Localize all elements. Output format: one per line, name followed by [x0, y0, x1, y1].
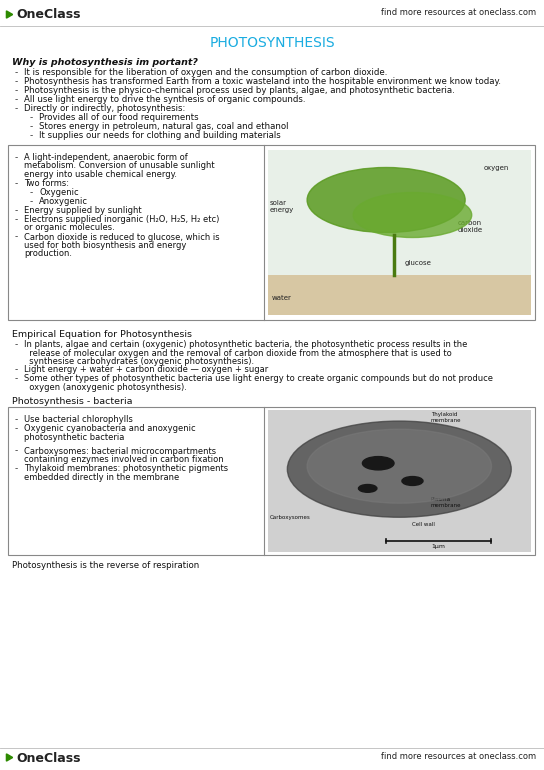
Ellipse shape — [307, 168, 465, 233]
Text: Use bacterial chlorophylls: Use bacterial chlorophylls — [24, 415, 133, 424]
Text: Carboxysomes: bacterial microcompartments: Carboxysomes: bacterial microcompartment… — [24, 447, 216, 456]
Text: -: - — [30, 131, 33, 140]
Text: 1μm: 1μm — [432, 544, 446, 549]
Text: -: - — [15, 68, 18, 77]
Text: It supplies our needs for clothing and building materials: It supplies our needs for clothing and b… — [39, 131, 281, 140]
Text: -: - — [15, 233, 18, 242]
Text: find more resources at oneclass.com: find more resources at oneclass.com — [381, 752, 536, 761]
Text: -: - — [15, 153, 18, 162]
Text: Stores energy in petroleum, natural gas, coal and ethanol: Stores energy in petroleum, natural gas,… — [39, 122, 288, 131]
Text: Two forms:: Two forms: — [24, 179, 69, 188]
Text: Thylakoid
membrane: Thylakoid membrane — [431, 412, 461, 423]
Text: glucose: glucose — [405, 260, 431, 266]
Bar — [8, 145, 535, 320]
Text: production.: production. — [24, 249, 72, 259]
Text: oxygen (anoxygenic photosynthesis).: oxygen (anoxygenic photosynthesis). — [24, 383, 187, 391]
Text: -: - — [15, 95, 18, 104]
Text: embedded directly in the membrane: embedded directly in the membrane — [24, 473, 180, 481]
Text: Plasma
membrane: Plasma membrane — [431, 497, 461, 507]
Text: -: - — [15, 464, 18, 473]
Text: Directly or indirectly, photosynthesis:: Directly or indirectly, photosynthesis: — [24, 104, 186, 113]
Text: Photosynthesis - bacteria: Photosynthesis - bacteria — [12, 397, 133, 406]
Text: -: - — [15, 104, 18, 113]
Text: A light-independent, anaerobic form of: A light-independent, anaerobic form of — [24, 153, 188, 162]
Ellipse shape — [287, 421, 511, 517]
Text: In plants, algae and certain (oxygenic) photosynthetic bacteria, the photosynthe: In plants, algae and certain (oxygenic) … — [24, 340, 467, 349]
Text: Carbon dioxide is reduced to glucose, which is: Carbon dioxide is reduced to glucose, wh… — [24, 233, 220, 242]
Ellipse shape — [362, 457, 394, 470]
Ellipse shape — [307, 429, 491, 504]
Text: metabolism. Conversion of unusable sunlight: metabolism. Conversion of unusable sunli… — [24, 162, 215, 170]
Text: -: - — [15, 206, 18, 215]
Text: containing enzymes involved in carbon fixation: containing enzymes involved in carbon fi… — [24, 455, 224, 464]
Text: Photosynthesis has transformed Earth from a toxic wasteland into the hospitable : Photosynthesis has transformed Earth fro… — [24, 77, 501, 86]
Ellipse shape — [358, 484, 377, 492]
Text: Why is photosynthesis im portant?: Why is photosynthesis im portant? — [12, 58, 198, 67]
Text: Empirical Equation for Photosynthesis: Empirical Equation for Photosynthesis — [12, 330, 192, 339]
Text: -: - — [15, 77, 18, 86]
Text: find more resources at oneclass.com: find more resources at oneclass.com — [381, 8, 536, 17]
Ellipse shape — [353, 192, 472, 237]
Bar — [8, 407, 535, 555]
Text: Energy supplied by sunlight: Energy supplied by sunlight — [24, 206, 141, 215]
Text: Anoxygenic: Anoxygenic — [39, 197, 88, 206]
Text: synthesise carbohydrates (oxygenic photosynthesis).: synthesise carbohydrates (oxygenic photo… — [24, 357, 254, 366]
Text: -: - — [15, 366, 18, 374]
Text: OneClass: OneClass — [16, 752, 81, 765]
Text: used for both biosynthesis and energy: used for both biosynthesis and energy — [24, 241, 187, 250]
Text: PHOTOSYNTHESIS: PHOTOSYNTHESIS — [209, 36, 335, 50]
Bar — [268, 410, 531, 552]
Text: carbon
dioxide: carbon dioxide — [458, 220, 483, 233]
Text: -: - — [15, 179, 18, 188]
Text: It is responsible for the liberation of oxygen and the consumption of carbon dio: It is responsible for the liberation of … — [24, 68, 387, 77]
Text: Photosynthesis is the physico-chemical process used by plants, algae, and photos: Photosynthesis is the physico-chemical p… — [24, 86, 455, 95]
Text: or organic molecules.: or organic molecules. — [24, 223, 115, 233]
Text: Carboxysomes: Carboxysomes — [270, 515, 310, 520]
Text: energy into usable chemical energy.: energy into usable chemical energy. — [24, 170, 177, 179]
Text: -: - — [15, 415, 18, 424]
Text: solar
energy: solar energy — [270, 200, 294, 213]
Text: -: - — [30, 113, 33, 122]
Text: water: water — [271, 295, 292, 301]
Text: Provides all of our food requirements: Provides all of our food requirements — [39, 113, 199, 122]
Bar — [268, 150, 531, 315]
Text: All use light energy to drive the synthesis of organic compounds.: All use light energy to drive the synthe… — [24, 95, 306, 104]
Text: photosynthetic bacteria: photosynthetic bacteria — [24, 433, 125, 441]
Text: Some other types of photosynthetic bacteria use light energy to create organic c: Some other types of photosynthetic bacte… — [24, 374, 493, 383]
Text: -: - — [15, 86, 18, 95]
Text: -: - — [15, 215, 18, 224]
Text: Electrons supplied inorganic (H₂O, H₂S, H₂ etc): Electrons supplied inorganic (H₂O, H₂S, … — [24, 215, 219, 224]
Text: Cell wall: Cell wall — [412, 522, 435, 527]
Text: -: - — [30, 122, 33, 131]
Bar — [268, 275, 531, 315]
Text: -: - — [15, 374, 18, 383]
Text: -: - — [30, 197, 33, 206]
Text: -: - — [30, 188, 33, 197]
Text: oxygen: oxygen — [484, 165, 509, 171]
Text: Thylakoid membranes: photosynthetic pigments: Thylakoid membranes: photosynthetic pigm… — [24, 464, 228, 473]
Text: OneClass: OneClass — [16, 8, 81, 21]
Text: Oxygenic cyanobacteria and anoxygenic: Oxygenic cyanobacteria and anoxygenic — [24, 424, 196, 433]
Text: -: - — [15, 340, 18, 349]
Text: -: - — [15, 424, 18, 433]
Text: Photosynthesis is the reverse of respiration: Photosynthesis is the reverse of respira… — [12, 561, 199, 570]
Ellipse shape — [402, 477, 423, 485]
Text: -: - — [15, 447, 18, 456]
Text: Oxygenic: Oxygenic — [39, 188, 79, 197]
Text: Light energy + water + carbon dioxide — oxygen + sugar: Light energy + water + carbon dioxide — … — [24, 366, 268, 374]
Text: release of molecular oxygen and the removal of carbon dioxide from the atmospher: release of molecular oxygen and the remo… — [24, 349, 452, 357]
